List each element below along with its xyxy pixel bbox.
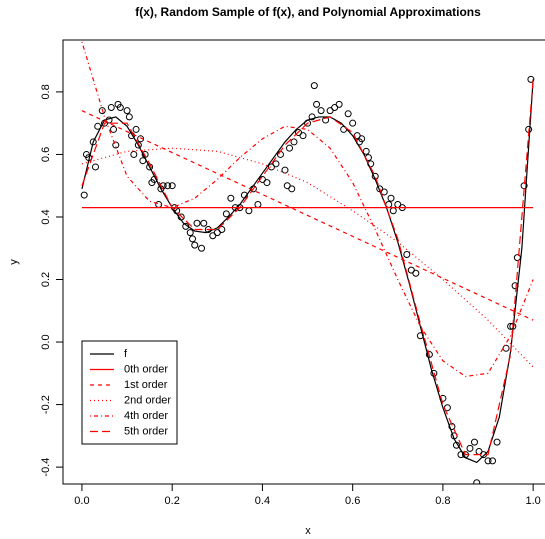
sample-point	[159, 182, 167, 190]
sample-point	[317, 107, 325, 115]
x-tick-label: 1.0	[525, 495, 540, 507]
y-tick-label: 0.4	[40, 209, 52, 224]
sample-point	[489, 457, 497, 465]
x-axis-title: x	[305, 525, 311, 537]
legend-label: 0th order	[124, 363, 168, 375]
sample-point	[191, 241, 199, 249]
x-tick-label: 0.2	[165, 495, 180, 507]
sample-point	[222, 210, 230, 218]
sample-point	[89, 138, 97, 146]
sample-point	[281, 166, 289, 174]
sample-point	[290, 138, 298, 146]
legend-box	[81, 340, 178, 445]
sample-point	[493, 438, 501, 446]
sample-point	[313, 100, 321, 108]
sample-point	[91, 163, 99, 171]
y-tick-label: 0.8	[40, 84, 52, 99]
sample-point	[130, 150, 138, 158]
legend-label: 2nd order	[124, 394, 171, 406]
sample-point	[227, 194, 235, 202]
sample-point	[349, 119, 357, 127]
sample-point	[112, 141, 120, 149]
sample-point	[134, 141, 142, 149]
sample-point	[254, 200, 262, 208]
sample-point	[527, 75, 535, 83]
sample-point	[502, 344, 510, 352]
x-tick-label: 0.6	[345, 495, 360, 507]
sample-point	[116, 104, 124, 112]
sample-point	[425, 351, 433, 359]
sample-point	[513, 254, 521, 262]
sample-point	[310, 82, 318, 90]
sample-point	[193, 219, 201, 227]
sample-point	[389, 207, 397, 215]
sample-point	[245, 207, 253, 215]
sample-point	[286, 144, 294, 152]
plot-area	[80, 41, 535, 484]
sample-point	[168, 182, 176, 190]
x-tick-label: 0.4	[255, 495, 270, 507]
series-line	[81, 79, 534, 464]
y-tick-label: -0.2	[40, 395, 52, 414]
y-tick-label: 0.2	[40, 272, 52, 287]
x-tick-label: 0.8	[435, 495, 450, 507]
sample-point	[403, 250, 411, 258]
sample-point	[110, 125, 118, 133]
y-tick-label: 0.0	[40, 334, 52, 349]
sample-point	[218, 225, 226, 233]
series-line	[81, 41, 534, 378]
sample-point	[299, 132, 307, 140]
legend-label: 4th order	[124, 410, 168, 422]
sample-point	[412, 269, 420, 277]
legend-label: 5th order	[124, 425, 168, 437]
sample-point	[344, 110, 352, 118]
sample-point	[288, 185, 296, 193]
sample-point	[200, 219, 208, 227]
sample-point	[186, 229, 194, 237]
sample-point	[362, 147, 370, 155]
legend-label: f	[124, 348, 128, 360]
sample-point	[198, 244, 206, 252]
sample-point	[272, 160, 280, 168]
sample-point	[358, 135, 366, 143]
sample-point	[263, 179, 271, 187]
series-line	[81, 110, 534, 321]
sample-point	[276, 150, 284, 158]
sample-point	[470, 438, 478, 446]
sample-point	[98, 107, 106, 115]
sample-point	[132, 125, 140, 133]
sample-point	[164, 182, 172, 190]
sample-point	[387, 194, 395, 202]
y-tick-label: 0.6	[40, 147, 52, 162]
sample-point	[473, 479, 481, 484]
sample-point	[335, 100, 343, 108]
series-line	[81, 147, 534, 368]
sample-point	[107, 104, 115, 112]
sample-point	[80, 191, 88, 199]
legend-label: 1st order	[124, 379, 168, 391]
sample-point	[484, 457, 492, 465]
chart-title: f(x), Random Sample of f(x), and Polynom…	[135, 5, 481, 19]
x-tick-label: 0.0	[74, 495, 89, 507]
y-axis-title: y	[8, 259, 20, 265]
y-tick-label: -0.4	[40, 458, 52, 477]
sample-point	[308, 113, 316, 121]
series-line	[81, 79, 534, 456]
sample-point	[123, 107, 131, 115]
sample-point	[466, 444, 474, 452]
sample-point	[188, 235, 196, 243]
sample-point	[125, 113, 133, 121]
